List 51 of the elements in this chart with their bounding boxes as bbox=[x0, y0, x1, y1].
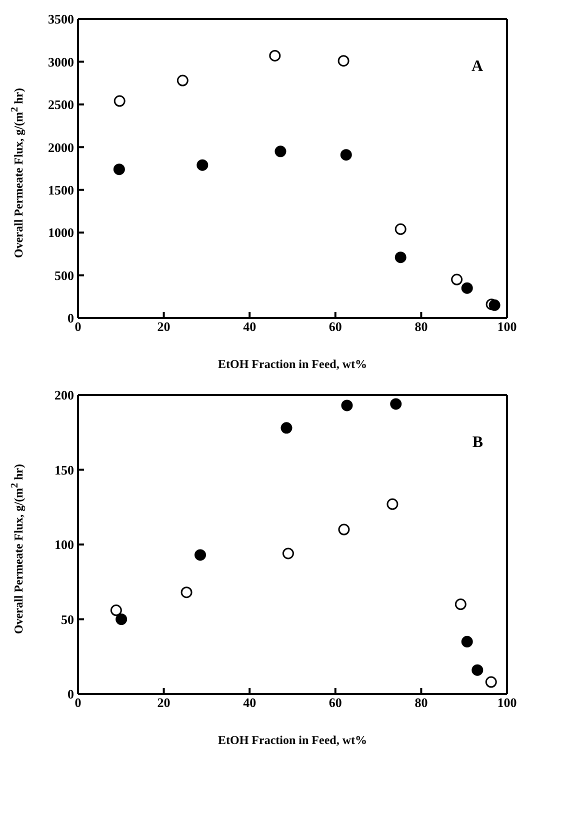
x-tick-label: 100 bbox=[497, 695, 517, 710]
y-tick-label: 500 bbox=[54, 268, 74, 283]
point bbox=[461, 636, 473, 648]
point bbox=[394, 252, 406, 264]
point bbox=[269, 50, 281, 62]
x-tick-label: 80 bbox=[414, 319, 428, 334]
point bbox=[338, 524, 350, 536]
point bbox=[274, 146, 286, 158]
point bbox=[390, 398, 402, 410]
y-tick-label: 150 bbox=[54, 462, 74, 478]
y-tick-label: 3000 bbox=[48, 54, 74, 70]
point bbox=[386, 498, 398, 510]
y-tick-label: 2500 bbox=[48, 97, 74, 112]
x-tick-label: 40 bbox=[243, 319, 256, 334]
point bbox=[180, 586, 192, 598]
x-tick-label: 100 bbox=[497, 319, 517, 334]
point bbox=[338, 55, 350, 67]
point bbox=[110, 604, 122, 616]
point bbox=[485, 676, 497, 688]
point bbox=[113, 164, 125, 176]
point bbox=[176, 74, 188, 86]
point bbox=[116, 614, 128, 625]
x-axis-title: EtOH Fraction in Feed, wt% bbox=[218, 357, 367, 371]
point bbox=[454, 598, 466, 610]
y-tick-label: 3500 bbox=[48, 12, 74, 27]
point bbox=[196, 159, 208, 171]
point bbox=[282, 548, 294, 560]
x-axis-title: EtOH Fraction in Feed, wt% bbox=[218, 733, 367, 747]
y-tick-label: 1500 bbox=[48, 182, 74, 198]
y-tick-label: 50 bbox=[61, 612, 74, 627]
y-tick-label: 1000 bbox=[48, 225, 74, 240]
x-tick-label: 20 bbox=[157, 695, 170, 710]
x-tick-label: 60 bbox=[328, 319, 342, 334]
point bbox=[461, 282, 473, 294]
y-tick-label: 200 bbox=[54, 388, 74, 403]
x-tick-label: 60 bbox=[328, 695, 342, 710]
point bbox=[394, 223, 406, 235]
annotation: B bbox=[472, 434, 483, 452]
point bbox=[194, 549, 206, 561]
point bbox=[341, 400, 353, 412]
x-tick-label: 40 bbox=[243, 695, 256, 710]
point bbox=[280, 422, 292, 434]
x-tick-label: 80 bbox=[414, 695, 428, 710]
y-tick-label: 100 bbox=[54, 537, 74, 552]
point bbox=[472, 664, 484, 676]
point bbox=[114, 95, 126, 107]
x-tick-label: 20 bbox=[157, 319, 170, 334]
annotation: A bbox=[471, 58, 483, 76]
y-tick-label: 2000 bbox=[48, 140, 74, 155]
point bbox=[451, 274, 463, 286]
point bbox=[340, 149, 352, 161]
